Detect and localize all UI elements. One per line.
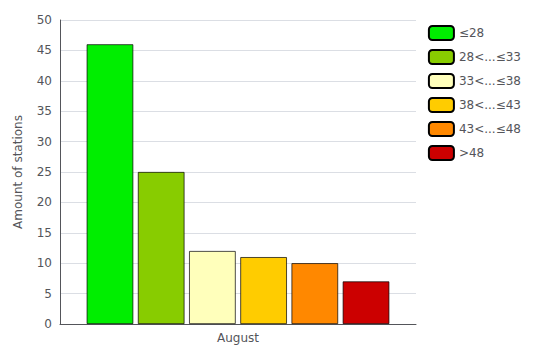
svg-text:≤28: ≤28 xyxy=(459,26,484,40)
svg-text:43<...≤48: 43<...≤48 xyxy=(459,122,521,136)
svg-text:38<...≤43: 38<...≤43 xyxy=(459,98,521,112)
svg-text:5: 5 xyxy=(44,287,52,301)
svg-text:25: 25 xyxy=(37,165,52,179)
svg-text:August: August xyxy=(217,331,259,345)
svg-text:10: 10 xyxy=(37,256,52,270)
svg-text:15: 15 xyxy=(37,226,52,240)
svg-text:>48: >48 xyxy=(459,146,484,160)
svg-text:35: 35 xyxy=(37,104,52,118)
svg-text:Amount of stations: Amount of stations xyxy=(11,115,25,229)
svg-text:33<...≤38: 33<...≤38 xyxy=(459,74,521,88)
svg-text:50: 50 xyxy=(37,13,52,27)
svg-text:30: 30 xyxy=(37,135,52,149)
svg-text:28<...≤33: 28<...≤33 xyxy=(459,50,521,64)
svg-text:40: 40 xyxy=(37,74,52,88)
svg-text:45: 45 xyxy=(37,43,52,57)
svg-text:20: 20 xyxy=(37,195,52,209)
svg-text:0: 0 xyxy=(44,317,52,331)
